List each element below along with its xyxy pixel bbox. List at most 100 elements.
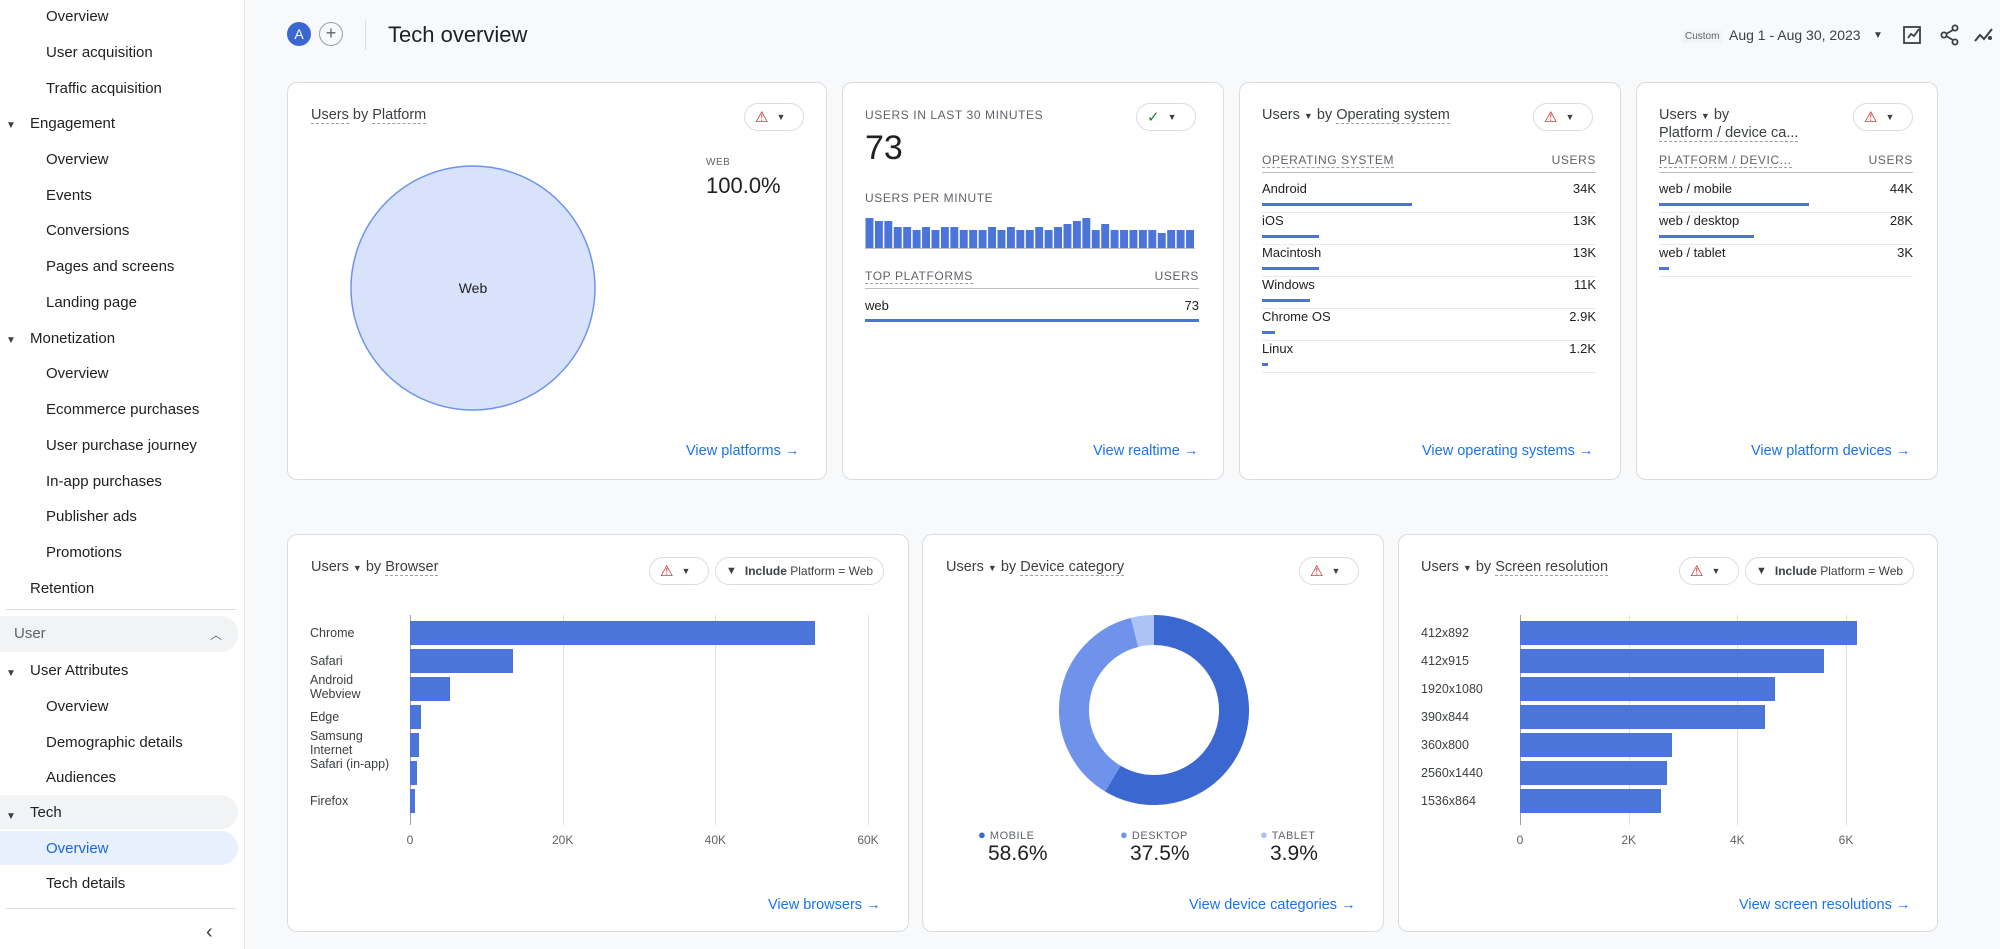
per-minute-bar[interactable] [1072,221,1081,248]
metric-label[interactable]: Users [311,559,349,575]
nav-audiences[interactable]: Audiences [46,769,117,786]
view-screen-resolutions-link[interactable]: View screen resolutions → [1739,897,1910,913]
per-minute-bar[interactable] [1148,230,1157,248]
bar[interactable] [410,677,450,701]
per-minute-bar[interactable] [931,230,940,248]
per-minute-bar[interactable] [1101,224,1110,248]
per-minute-bar[interactable] [874,221,883,248]
date-dropdown-icon[interactable]: ▼ [1873,30,1883,41]
view-device-categories-link[interactable]: View device categories → [1189,897,1356,913]
donut-segment[interactable] [1130,615,1155,648]
platform-status-pill[interactable]: ⚠ ▼ [744,103,804,131]
nav-retention[interactable]: Retention [30,580,95,597]
per-minute-bar[interactable] [1035,227,1044,248]
nav-eng-overview[interactable]: Overview [46,151,109,168]
nav-demographic-details[interactable]: Demographic details [46,734,183,751]
table-row[interactable]: iOS 13K [1262,213,1596,245]
nav-pages-and-screens[interactable]: Pages and screens [46,258,175,275]
per-minute-bar[interactable] [903,227,912,248]
per-minute-bar[interactable] [969,230,978,248]
nav-conversions[interactable]: Conversions [46,222,130,239]
donut-segment[interactable] [1059,617,1139,792]
per-minute-bar[interactable] [978,230,987,248]
tech-caret-icon[interactable]: ▼ [6,811,16,822]
category-status-pill[interactable]: ⚠ ▼ [1299,557,1359,585]
metric-label[interactable]: Users [946,559,984,575]
nav-landing-page[interactable]: Landing page [46,294,137,311]
metric-dropdown-icon[interactable]: ▼ [1303,111,1313,121]
view-platform-devices-link[interactable]: View platform devices → [1751,443,1910,459]
view-browsers-link[interactable]: View browsers → [768,897,881,913]
per-minute-bar[interactable] [1054,227,1062,248]
comparison-avatar[interactable]: A [287,22,311,46]
per-minute-bar[interactable] [1129,230,1138,248]
nav-user-section[interactable]: User [14,625,46,642]
nav-user-acquisition[interactable]: User acquisition [46,44,153,61]
per-minute-bar[interactable] [884,221,893,248]
metric-dropdown-icon[interactable]: ▼ [1462,563,1472,573]
nav-tech-details[interactable]: Tech details [46,875,126,892]
insights-icon[interactable] [1973,24,1995,46]
resolution-filter-chip[interactable]: ▼ Include Platform = Web [1745,557,1915,585]
share-icon[interactable] [1939,24,1961,46]
user-attributes-caret-icon[interactable]: ▼ [6,668,16,679]
view-os-link[interactable]: View operating systems → [1422,443,1593,459]
nav-tech-overview[interactable]: Overview [46,840,109,857]
engagement-caret-icon[interactable]: ▼ [6,120,16,131]
bar[interactable] [410,621,815,645]
table-row[interactable]: web 73 [865,298,1199,330]
bar[interactable] [1520,677,1776,701]
monetization-caret-icon[interactable]: ▼ [6,335,16,346]
metric-dropdown-icon[interactable]: ▼ [352,563,362,573]
nav-in-app-purchases[interactable]: In-app purchases [46,473,162,490]
metric-label[interactable]: Users [1262,107,1300,123]
table-row[interactable]: Linux 1.2K [1262,341,1596,373]
dimension-label[interactable]: Platform [372,107,427,124]
metric-label[interactable]: Users [1421,559,1459,575]
table-row[interactable]: web / desktop 28K [1659,213,1913,245]
metric-dropdown-icon[interactable]: ▼ [1700,111,1710,121]
per-minute-bar[interactable] [1063,224,1072,248]
table-row[interactable]: Macintosh 13K [1262,245,1596,277]
os-status-pill[interactable]: ⚠ ▼ [1533,103,1593,131]
metric-label[interactable]: Users [311,107,349,124]
nav-traffic-acquisition[interactable]: Traffic acquisition [46,80,162,97]
nav-events[interactable]: Events [46,187,92,204]
per-minute-bar[interactable] [1091,230,1100,248]
dimension-label[interactable]: Operating system [1336,107,1450,124]
per-minute-bar[interactable] [912,230,921,248]
browser-status-pill[interactable]: ⚠ ▼ [649,557,709,585]
view-realtime-link[interactable]: View realtime → [1093,443,1198,459]
view-platforms-link[interactable]: View platforms → [686,443,799,459]
per-minute-bar[interactable] [959,230,968,248]
nav-publisher-ads[interactable]: Publisher ads [46,508,137,525]
per-minute-bar[interactable] [1138,230,1147,248]
per-minute-bar[interactable] [1044,230,1053,248]
device-card-dimension[interactable]: Platform / device ca... [1659,125,1799,142]
per-minute-bar[interactable] [988,227,996,248]
per-minute-bar[interactable] [1186,230,1194,248]
metric-label[interactable]: Users [1659,107,1697,123]
nav-ua-overview[interactable]: Overview [46,698,109,715]
collapse-chevron-icon[interactable]: ︿ [210,628,223,642]
per-minute-bar[interactable] [922,227,930,248]
nav-engagement[interactable]: Engagement [30,115,116,132]
per-minute-bar[interactable] [1176,230,1185,248]
per-minute-bar[interactable] [1120,230,1128,248]
table-row[interactable]: Android 34K [1262,181,1596,213]
per-minute-bar[interactable] [1167,230,1176,248]
nav-mon-overview[interactable]: Overview [46,365,109,382]
dimension-label[interactable]: Screen resolution [1495,559,1609,576]
dimension-label[interactable]: Browser [385,559,439,576]
resolution-status-pill[interactable]: ⚠ ▼ [1679,557,1739,585]
nav-tech[interactable]: Tech [30,804,62,821]
nav-acq-overview[interactable]: Overview [46,8,109,25]
nav-monetization[interactable]: Monetization [30,330,116,347]
bar[interactable] [1520,621,1857,645]
per-minute-bar[interactable] [940,227,949,248]
add-comparison-icon[interactable]: + [319,22,343,46]
per-minute-bar[interactable] [950,227,959,248]
pie-slice-web[interactable] [350,165,596,411]
per-minute-bar[interactable] [865,218,874,248]
bar[interactable] [1520,761,1667,785]
